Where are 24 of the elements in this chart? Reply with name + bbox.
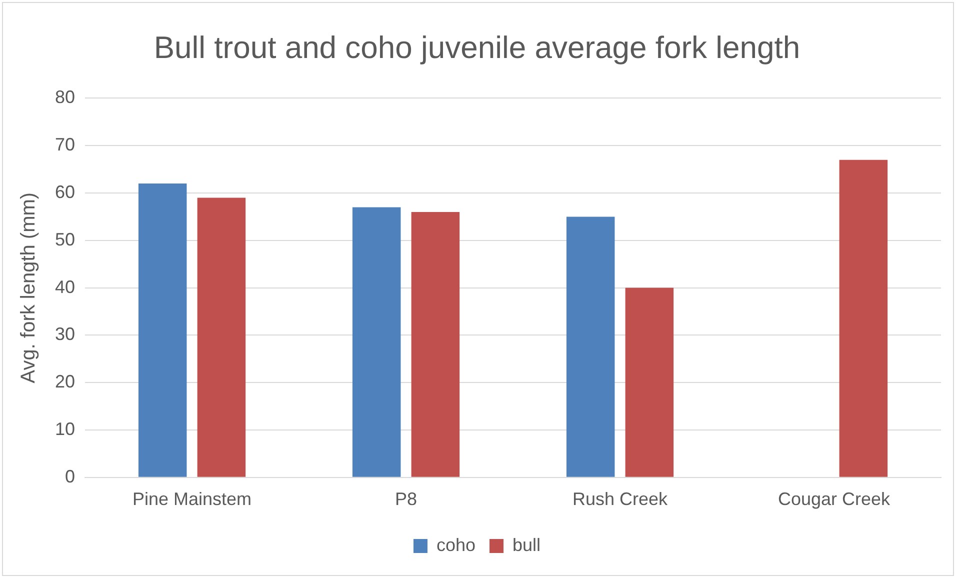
y-tick-label: 40 xyxy=(54,276,76,297)
y-tick-label: 80 xyxy=(54,87,76,108)
x-tick-label: P8 xyxy=(395,489,418,510)
legend-label: coho xyxy=(436,534,476,555)
y-tick-label: 60 xyxy=(54,182,76,202)
x-tick-label: Pine Mainstem xyxy=(132,489,252,510)
bar xyxy=(566,216,615,477)
bar xyxy=(411,212,460,477)
bar xyxy=(197,198,246,477)
y-axis-title: Avg. fork length (mm) xyxy=(18,192,40,384)
y-tick-label: 20 xyxy=(54,372,76,392)
bar xyxy=(839,160,888,477)
bar xyxy=(625,288,674,477)
x-tick-label: Cougar Creek xyxy=(778,489,892,510)
x-tick-label: Rush Creek xyxy=(572,489,669,510)
y-tick-label: 70 xyxy=(54,134,76,155)
bar xyxy=(352,207,401,477)
legend-label: bull xyxy=(512,534,541,555)
y-tick-label: 10 xyxy=(54,418,76,439)
y-tick-label: 30 xyxy=(54,324,76,344)
chart-title: Bull trout and coho juvenile average fork length xyxy=(154,30,800,66)
y-tick-label: 0 xyxy=(65,466,76,486)
y-tick-label: 50 xyxy=(54,229,76,250)
bar xyxy=(138,184,187,477)
